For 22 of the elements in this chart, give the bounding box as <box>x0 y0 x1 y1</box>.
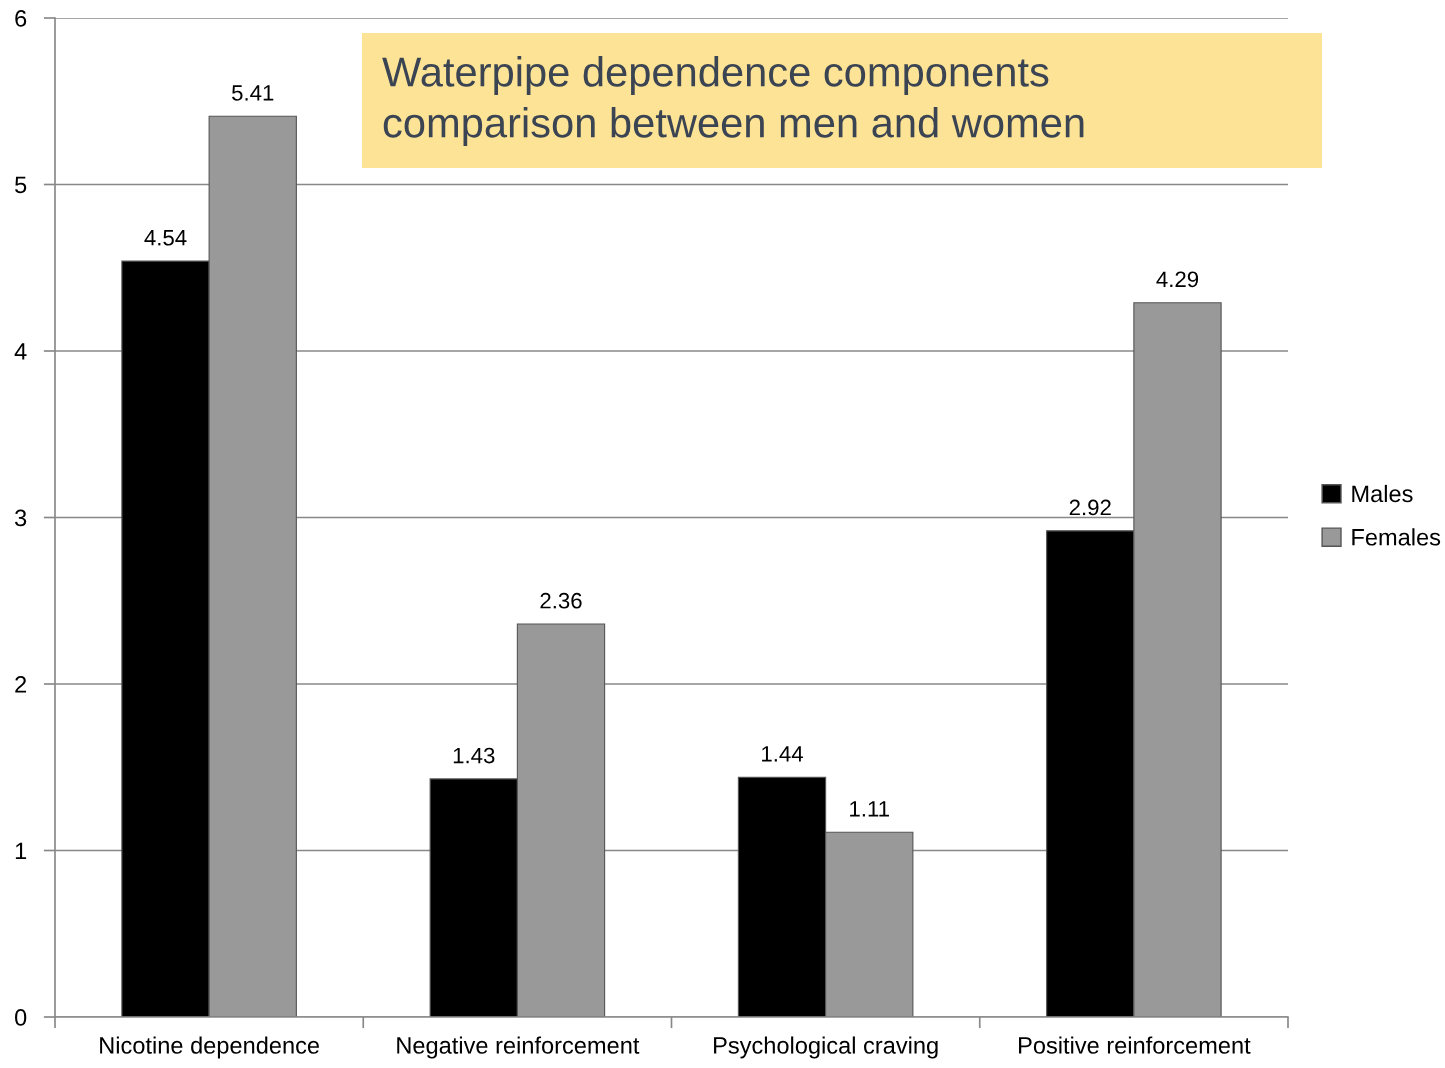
x-tick-label: Nicotine dependence <box>100 1036 320 1059</box>
x-tick-label: Psychological craving <box>714 1036 938 1059</box>
data-label: 4.29 <box>1156 271 1199 288</box>
y-tick-label: 6 <box>15 10 27 27</box>
y-tick-label: 0 <box>15 1009 27 1026</box>
data-label: 1.44 <box>762 746 803 762</box>
x-tick-label: Positive reinforcement <box>1019 1036 1251 1054</box>
data-label: 1.43 <box>453 747 495 764</box>
y-tick-label: 2 <box>15 676 27 693</box>
x-tick-label: Negative reinforcement <box>397 1036 640 1059</box>
data-label: 4.54 <box>144 230 187 246</box>
data-label: 1.11 <box>850 801 889 817</box>
legend-label: Females <box>1352 528 1441 546</box>
legend-label: Males <box>1352 484 1413 503</box>
y-tick-label: 5 <box>15 176 27 194</box>
data-label: 5.41 <box>232 85 274 101</box>
y-tick-label: 3 <box>14 509 27 527</box>
text: Waterpipe dependence components comparison between men and women <box>382 56 1084 146</box>
data-label: 2.92 <box>1069 499 1111 516</box>
data-label: 2.36 <box>540 592 582 609</box>
y-tick-label: 4 <box>14 343 27 360</box>
y-tick-label: 1 <box>15 842 27 860</box>
